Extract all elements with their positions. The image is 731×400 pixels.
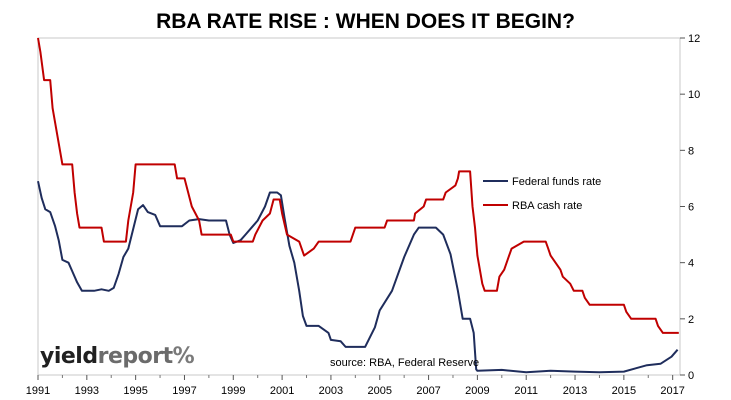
y-tick-label: 10 [688,89,700,101]
x-tick-label: 2013 [563,385,587,397]
series-line-federal-funds [37,180,679,374]
y-tick-label: 0 [688,370,694,382]
x-tick-label: 1995 [123,385,147,397]
x-tick-label: 2003 [319,385,343,397]
legend-label: RBA cash rate [512,200,582,212]
x-tick-label: 2017 [660,385,684,397]
y-tick-label: 4 [688,258,694,270]
series-line-rba-cash [37,37,679,334]
y-axis: 0 2 4 6 8 10 12 [680,33,700,382]
yieldreport-logo: yieldreport% [40,344,195,369]
x-tick-label: 1991 [26,385,50,397]
x-tick-label: 2001 [270,385,294,397]
legend-label: Federal funds rate [512,176,601,188]
x-tick-label: 2009 [465,385,489,397]
y-tick-label: 6 [688,202,694,214]
x-tick-label: 1997 [172,385,196,397]
x-tick-label: 2007 [416,385,440,397]
x-tick-label: 2015 [612,385,636,397]
legend: Federal funds rate RBA cash rate [483,176,601,212]
source-annotation: source: RBA, Federal Reserve [330,357,479,369]
x-axis: 1991 1993 1995 1997 1999 2001 2003 2005 2007 2009… [26,375,685,397]
y-tick-label: 8 [688,145,694,157]
y-tick-label: 12 [688,33,700,45]
x-tick-label: 2005 [368,385,392,397]
y-tick-label: 2 [688,314,694,326]
plot-area-border [37,37,681,376]
x-tick-label: 1993 [75,385,99,397]
chart-title: RBA RATE RISE : WHEN DOES IT BEGIN? [156,10,575,33]
series-layer [37,37,679,374]
x-tick-label: 1999 [221,385,245,397]
x-tick-label: 2011 [514,385,538,397]
